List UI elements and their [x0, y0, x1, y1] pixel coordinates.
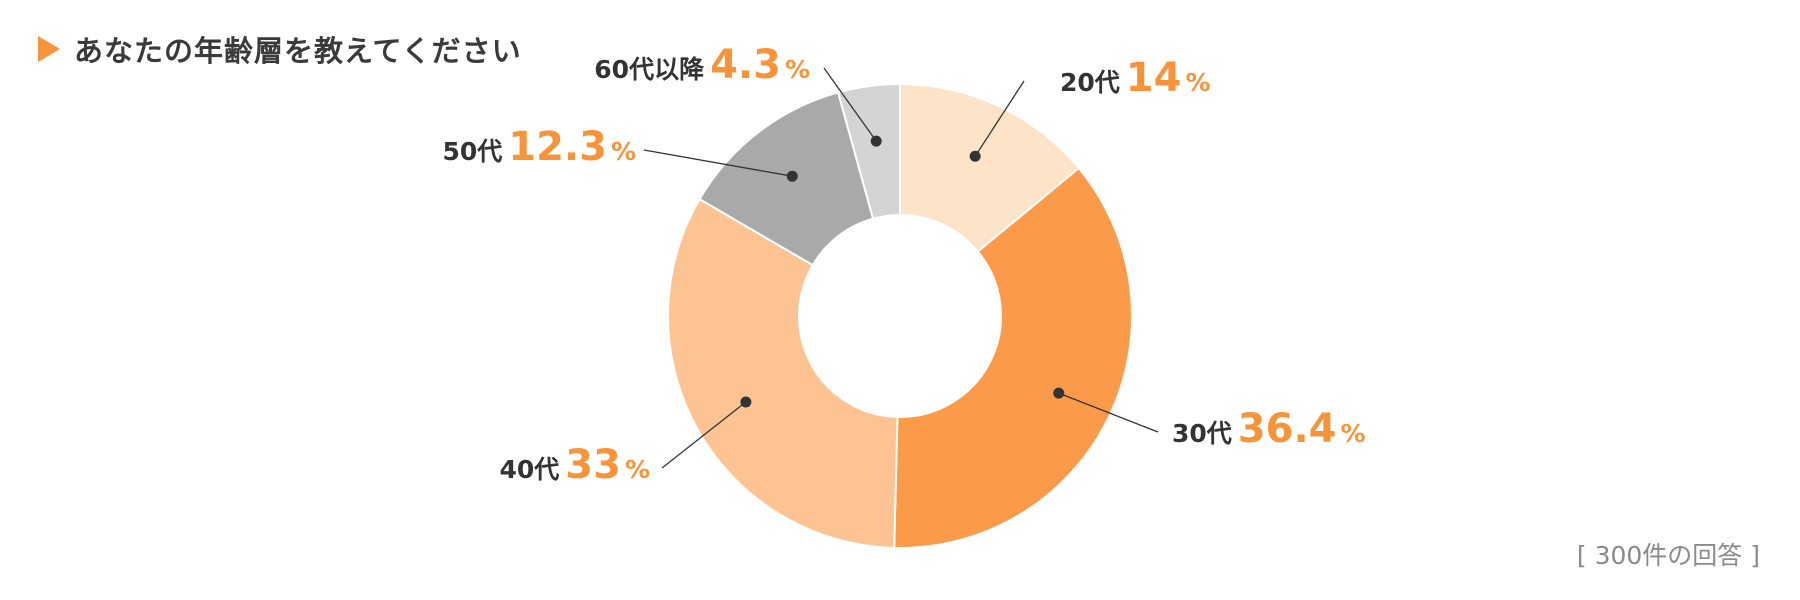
slice-unit-label: %	[785, 55, 810, 84]
slice-value-label: 4.3	[710, 42, 781, 88]
donut-slice	[893, 166, 1133, 549]
leader-line	[1058, 392, 1159, 433]
leader-dot	[1053, 387, 1065, 399]
leader-line	[823, 67, 877, 142]
leader-dot	[786, 170, 798, 182]
slice-unit-label: %	[1185, 68, 1210, 97]
leader-line	[974, 80, 1025, 157]
slice-category-label: 30代	[1172, 419, 1232, 448]
leader-line	[643, 149, 793, 177]
slice-unit-label: %	[1341, 419, 1366, 448]
donut-slice	[698, 91, 875, 267]
slice-category-label: 40代	[499, 455, 559, 484]
slice-label: 30代 36.4%	[1172, 406, 1366, 452]
slice-label: 20代 14%	[1060, 55, 1211, 101]
slice-label: 60代以降 4.3%	[594, 42, 810, 88]
donut-slice	[899, 82, 1081, 254]
leader-dot	[740, 396, 752, 408]
leader-line	[661, 401, 747, 469]
slice-category-label: 20代	[1060, 68, 1120, 97]
slice-category-label: 60代以降	[594, 55, 705, 84]
donut-slice	[836, 82, 901, 220]
response-count: [ 300件の回答 ]	[1576, 541, 1760, 570]
slice-unit-label: %	[611, 137, 636, 166]
donut-slices	[667, 82, 1133, 549]
slice-value-label: 33	[565, 442, 621, 488]
slice-unit-label: %	[625, 455, 650, 484]
slice-category-label: 50代	[442, 137, 502, 166]
slice-labels: 20代 14 %30代 36.4 %40代 33 %50代 12.3 %60代以降 4.3%	[442, 42, 1365, 488]
chart-title: あなたの年齢層を教えてください	[74, 34, 522, 68]
donut-slice	[667, 197, 899, 549]
slice-label: 40代 33%	[499, 442, 650, 488]
leader-dot	[969, 150, 981, 162]
leader-dot	[870, 135, 882, 147]
slice-value-label: 36.4	[1238, 406, 1337, 452]
title-triangle-icon	[38, 36, 60, 62]
chart-title-row: あなたの年齢層を教えてください	[38, 28, 522, 70]
slice-value-label: 14	[1126, 55, 1182, 101]
slice-label: 50代 12.3%	[442, 124, 636, 170]
slice-value-label: 12.3	[508, 124, 607, 170]
